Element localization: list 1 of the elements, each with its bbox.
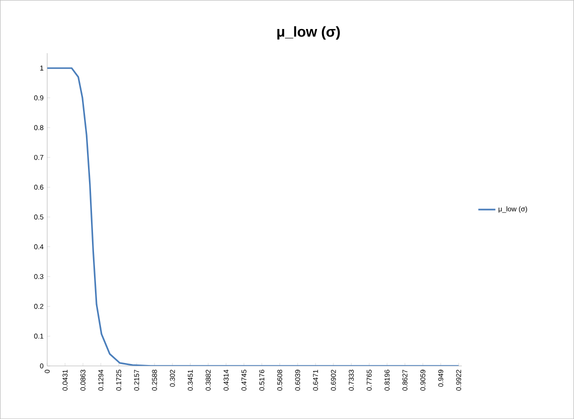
chart-title: μ_low (σ) xyxy=(277,26,340,40)
